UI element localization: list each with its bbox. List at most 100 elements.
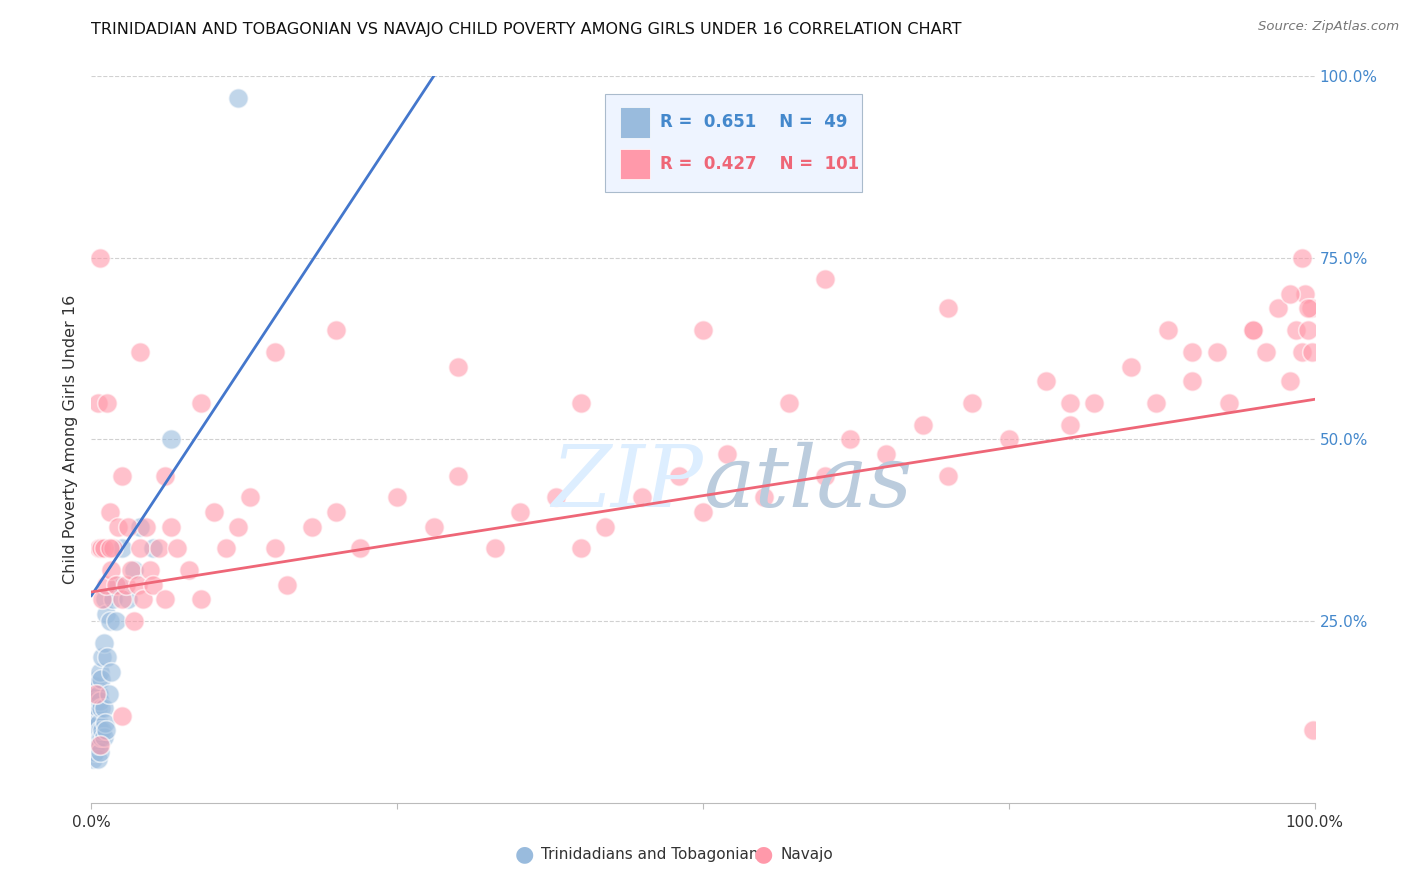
Point [1181,345,1204,359]
Point [94,578,117,592]
Text: Navajo: Navajo [780,847,834,862]
Point [190,396,212,410]
Point [93,541,115,556]
Point [107,519,129,533]
Point [325,323,347,337]
Point [838,433,860,447]
Point [84,687,107,701]
Point [875,447,898,461]
Point [1083,396,1105,410]
Point [84,680,107,694]
Point [129,541,152,556]
Point [141,578,163,592]
Point [1298,323,1320,337]
Point [89,694,111,708]
Point [86,701,108,715]
Point [1059,417,1081,432]
Point [111,468,134,483]
Point [84,731,107,745]
Point [82,723,104,737]
Y-axis label: Child Poverty Among Girls Under 16: Child Poverty Among Girls Under 16 [63,294,79,584]
Point [912,417,935,432]
Point [87,738,110,752]
Point [91,650,114,665]
Text: ZIP: ZIP [551,442,703,524]
Point [264,345,287,359]
Point [127,578,149,592]
Point [139,563,162,577]
Point [716,447,738,461]
Point [107,578,129,592]
Point [93,731,115,745]
Text: R =  0.651    N =  49: R = 0.651 N = 49 [661,113,848,131]
Point [100,563,122,577]
Point [103,541,125,556]
FancyBboxPatch shape [605,94,862,192]
Point [98,505,121,519]
Point [86,752,108,766]
Text: R =  0.427    N =  101: R = 0.427 N = 101 [661,155,859,173]
Point [546,491,568,505]
Point [593,519,616,533]
Point [104,614,127,628]
Text: ●: ● [515,845,534,864]
Text: Trinidadians and Tobagonians: Trinidadians and Tobagonians [541,847,766,862]
Point [160,519,183,533]
Point [447,468,470,483]
Point [89,665,111,679]
Point [89,738,111,752]
Point [135,519,157,533]
Point [111,708,134,723]
Point [148,541,170,556]
Point [814,468,837,483]
Point [84,694,107,708]
Point [1243,323,1265,337]
Point [90,731,112,745]
Point [264,541,287,556]
Bar [620,107,651,137]
Point [94,592,117,607]
Point [1254,345,1277,359]
Point [509,505,531,519]
Point [1294,287,1316,301]
Point [117,592,139,607]
Point [1291,345,1313,359]
Point [325,505,347,519]
Point [226,90,249,104]
Point [423,519,446,533]
Text: ●: ● [754,845,773,864]
Point [960,396,983,410]
Point [86,396,108,410]
Point [936,468,959,483]
Point [90,541,112,556]
Point [98,541,121,556]
Point [814,272,837,286]
Point [1121,359,1143,374]
Point [120,563,142,577]
Point [122,563,145,577]
Point [89,723,111,737]
Point [97,687,120,701]
Point [114,578,136,592]
Point [141,541,163,556]
Point [93,636,115,650]
Point [202,505,225,519]
Point [1035,374,1057,388]
Point [484,541,506,556]
Point [89,745,111,759]
Point [215,541,238,556]
Point [111,592,134,607]
Point [132,592,155,607]
Point [86,731,108,745]
Point [153,592,176,607]
Point [447,359,470,374]
Point [1291,251,1313,265]
Point [94,715,117,730]
Point [94,723,117,737]
Point [1267,301,1289,316]
Point [100,665,122,679]
Bar [620,149,651,179]
Point [998,433,1021,447]
Point [1157,323,1180,337]
Point [93,701,115,715]
